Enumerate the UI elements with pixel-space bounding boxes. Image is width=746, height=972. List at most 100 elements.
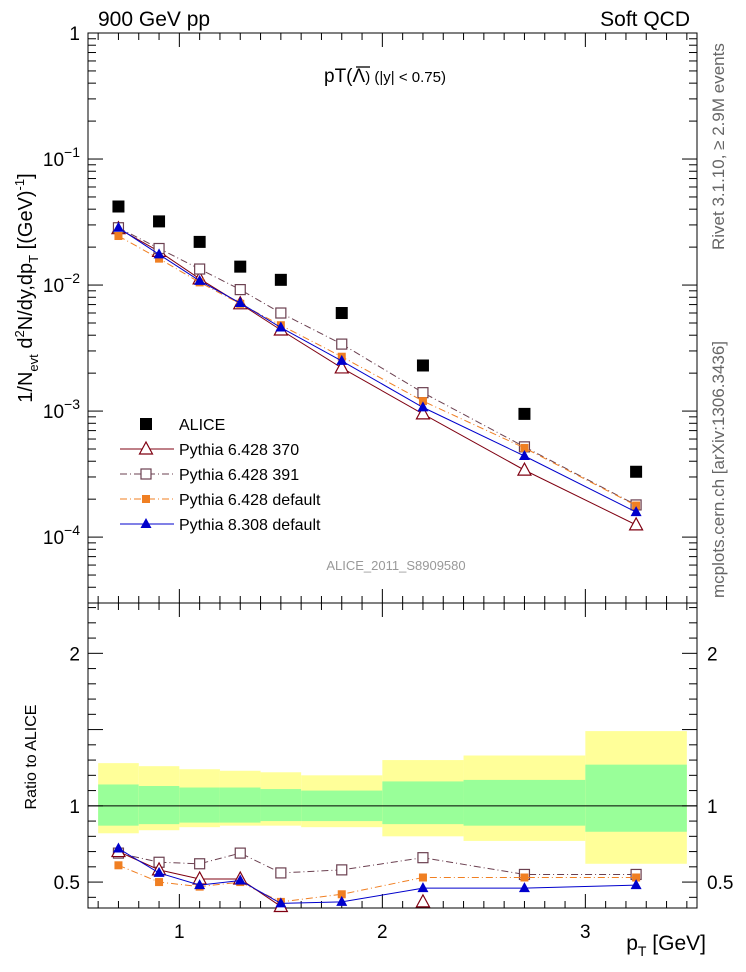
legend-marker-P6_default <box>142 495 150 503</box>
legend-label-P6_default: Pythia 6.428 default <box>179 492 321 509</box>
main-point-ALICE <box>518 407 531 420</box>
ratio-point-P8_308 <box>153 866 165 877</box>
ratio-y-tick-label: 2 <box>69 644 80 665</box>
main-point-P8_308 <box>153 248 165 259</box>
ratio-point-P8_308 <box>336 895 348 906</box>
svg-text:1/Nevt d2N/dy,dpT [(GeV)-1]: 1/Nevt d2N/dy,dpT [(GeV)-1] <box>12 173 41 402</box>
y-tick-label: 10−2 <box>43 270 80 297</box>
ratio-point-P8_308 <box>234 874 246 885</box>
main-point-P6_default <box>632 501 641 510</box>
main-point-ALICE <box>630 465 643 478</box>
main-point-P6_default <box>155 254 164 263</box>
main-point-P8_308 <box>630 506 642 517</box>
band-inner-4 <box>260 789 302 822</box>
legend-marker-P6_391 <box>140 468 152 480</box>
main-point-P6_391 <box>234 284 246 296</box>
legend: ALICE Pythia 6.428 370 Pythia 6.428 391 Pyt… <box>120 417 321 534</box>
ratio-point-P8_308 <box>112 842 124 853</box>
ratio-frame <box>87 602 698 909</box>
band-inner-1 <box>138 786 180 825</box>
chart-title: pT(Λ) (|y| < 0.75) <box>324 66 446 87</box>
legend-label-ALICE: ALICE <box>179 417 225 434</box>
ratio-point-P8_308 <box>518 882 530 893</box>
x-tick-label: 2 <box>377 922 388 943</box>
ratio-y-tick-label-right: 1 <box>707 797 718 818</box>
ratio-point-P6_default <box>155 878 164 887</box>
watermark: ALICE_2011_S8909580 <box>326 558 465 573</box>
side-rivet: Rivet 3.1.10, ≥ 2.9M events <box>709 43 728 250</box>
main-point-P6_370 <box>334 359 350 374</box>
title-main: pT( <box>324 66 353 87</box>
main-point-ALICE <box>193 235 206 248</box>
y-tick-label: 10−4 <box>43 522 80 549</box>
main-point-P6_default <box>114 232 123 241</box>
main-point-P6_391 <box>417 387 429 399</box>
main-point-ALICE <box>234 260 247 273</box>
ratio-point-P6_391 <box>234 847 246 859</box>
main-point-ALICE <box>335 307 348 320</box>
ratio-ylabel: Ratio to ALICE <box>23 705 40 810</box>
axes: 1 2 3 1 10−1 10−2 10−3 10−4 0.5 0.5 1 1 2 2 <box>43 24 734 943</box>
main-point-P8_308 <box>194 274 206 285</box>
main-point-ALICE <box>274 273 287 286</box>
ratio-point-P8_308 <box>194 879 206 890</box>
y-tick-exp: −1 <box>64 144 80 160</box>
band-inner-0 <box>98 784 139 826</box>
main-point-P6_370 <box>516 461 532 476</box>
ratio-point-P6_391 <box>336 864 348 876</box>
band-inner-8 <box>585 764 687 832</box>
y-tick-exp: −3 <box>64 396 80 412</box>
ratio-point-P6_default <box>418 873 427 882</box>
ratio-y-tick-label: 0.5 <box>54 873 80 894</box>
ratio-point-P6_370 <box>415 893 431 908</box>
main-point-ALICE <box>153 215 166 228</box>
legend-label-P6_391: Pythia 6.428 391 <box>179 467 299 484</box>
main-point-ALICE <box>112 200 125 213</box>
ratio-bands <box>88 731 697 864</box>
side-mcplots: mcplots.cern.ch [arXiv:1306.3436] <box>709 341 728 598</box>
x-axis-label: pT [GeV] <box>626 932 706 959</box>
ratio-point-P6_391 <box>417 852 429 864</box>
main-point-P8_308 <box>518 450 530 461</box>
main-ylabel: 1/Nevt d2N/dy,dpT [(GeV)-1] <box>12 173 41 402</box>
main-point-ALICE <box>416 359 429 372</box>
y-tick-exp: −4 <box>64 522 80 538</box>
title-tail: ) (|y| < 0.75) <box>365 69 446 86</box>
main-point-P8_308 <box>112 221 124 232</box>
main-point-P6_default <box>520 443 529 452</box>
ratio-point-P6_default <box>520 873 529 882</box>
y-tick-label: 10−1 <box>43 144 80 171</box>
title-sym: Λ <box>353 66 366 87</box>
ratio-point-P6_default <box>337 890 346 899</box>
ratio-y-tick-label-right: 0.5 <box>707 873 733 894</box>
main-point-P6_370 <box>628 516 644 531</box>
main-point-P6_391 <box>275 307 287 319</box>
legend-marker-ALICE <box>140 418 152 430</box>
main-point-P6_370 <box>415 405 431 420</box>
ratio-point-P6_391 <box>275 867 287 879</box>
legend-marker-P6_370 <box>138 440 154 455</box>
band-inner-6 <box>382 781 464 825</box>
main-point-P8_308 <box>234 297 246 308</box>
main-point-P8_308 <box>336 354 348 365</box>
ratio-point-P8_308 <box>417 882 429 893</box>
main-point-P6_391 <box>336 338 348 350</box>
header-right: Soft QCD <box>600 8 690 31</box>
legend-label-P8_308: Pythia 8.308 default <box>179 517 321 534</box>
data-marks <box>110 200 644 913</box>
ratio-point-P8_308 <box>630 879 642 890</box>
header-left: 900 GeV pp <box>98 8 210 31</box>
ratio-y-tick-label-right: 2 <box>707 644 718 665</box>
y-tick-exp: −2 <box>64 270 80 286</box>
main-point-P6_default <box>418 397 427 406</box>
band-inner-7 <box>463 779 586 826</box>
y-tick-label: 1 <box>69 24 80 45</box>
x-tick-label: 1 <box>174 922 185 943</box>
ratio-point-P6_391 <box>194 858 206 870</box>
band-inner-2 <box>179 787 220 823</box>
ratio-point-P8_308 <box>275 897 287 908</box>
main-point-P8_308 <box>417 401 429 412</box>
y-tick-label: 10−3 <box>43 396 80 423</box>
ratio-point-P6_default <box>114 861 123 870</box>
